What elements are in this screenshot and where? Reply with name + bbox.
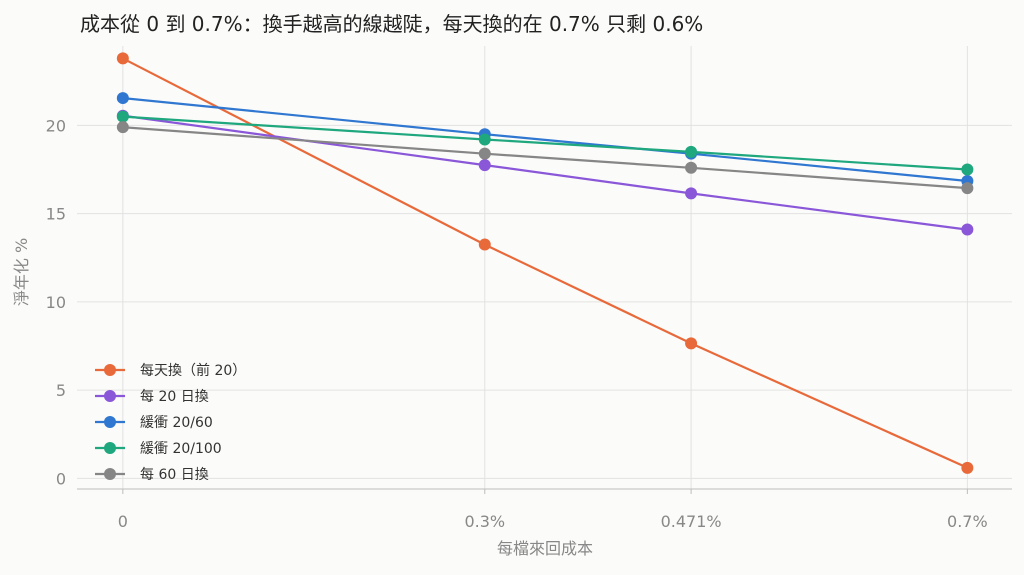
legend-item: 每 20 日換 bbox=[95, 389, 209, 405]
legend-marker bbox=[104, 390, 116, 402]
legend-label: 緩衝 20/60 bbox=[140, 415, 213, 431]
y-tick-label: 5 bbox=[56, 381, 66, 400]
series-line bbox=[122, 97, 968, 183]
legend-marker bbox=[104, 442, 116, 454]
series bbox=[116, 52, 974, 474]
series-0 bbox=[116, 52, 974, 474]
series-line bbox=[122, 114, 968, 231]
x-tick-label: 0.7% bbox=[947, 512, 988, 531]
data-point bbox=[116, 92, 129, 105]
x-axis-label: 每檔來回成本 bbox=[497, 539, 593, 558]
legend-label: 每天換（前 20） bbox=[140, 362, 246, 379]
x-tick-label: 0.3% bbox=[464, 512, 505, 531]
data-point bbox=[961, 461, 974, 474]
legend-item: 緩衝 20/60 bbox=[95, 415, 213, 431]
series-4 bbox=[116, 121, 974, 195]
legend-item: 每 60 日換 bbox=[95, 467, 209, 483]
data-point bbox=[116, 121, 129, 134]
y-ticks: 0 5 10 15 20 bbox=[46, 116, 66, 488]
series-1 bbox=[116, 109, 974, 236]
y-tick-label: 10 bbox=[46, 293, 66, 312]
x-tick-label: 0 bbox=[118, 512, 128, 531]
x-tick-label: 0.471% bbox=[661, 512, 722, 531]
series-line bbox=[122, 57, 968, 469]
legend-label: 每 60 日換 bbox=[140, 467, 209, 483]
data-point bbox=[685, 187, 698, 200]
y-tick-label: 0 bbox=[56, 469, 66, 488]
data-point bbox=[961, 163, 974, 176]
y-tick-label: 20 bbox=[46, 116, 66, 135]
y-tick-label: 15 bbox=[46, 205, 66, 224]
data-point bbox=[478, 159, 491, 172]
grid bbox=[77, 46, 1012, 489]
data-point bbox=[685, 145, 698, 158]
data-point bbox=[685, 337, 698, 350]
chart-title: 成本從 0 到 0.7%：換手越高的線越陡，每天換的在 0.7% 只剩 0.6% bbox=[80, 12, 703, 36]
legend-item: 每天換（前 20） bbox=[95, 362, 246, 379]
legend-marker bbox=[104, 416, 116, 428]
legend-marker bbox=[104, 364, 116, 376]
data-point bbox=[478, 133, 491, 146]
legend-item: 緩衝 20/100 bbox=[95, 441, 222, 457]
legend-label: 每 20 日換 bbox=[140, 389, 209, 405]
series-line bbox=[122, 126, 968, 190]
series-3 bbox=[116, 110, 974, 176]
legend-label: 緩衝 20/100 bbox=[140, 441, 222, 457]
legend-marker bbox=[104, 468, 116, 480]
y-axis-label: 淨年化 % bbox=[12, 238, 31, 306]
data-point bbox=[961, 223, 974, 236]
data-point bbox=[116, 110, 129, 123]
data-point bbox=[478, 147, 491, 160]
x-ticks: 0 0.3% 0.471% 0.7% bbox=[118, 489, 988, 531]
data-point bbox=[116, 52, 129, 65]
data-point bbox=[478, 238, 491, 251]
series-line bbox=[122, 115, 968, 171]
data-point bbox=[961, 182, 974, 195]
data-point bbox=[685, 161, 698, 174]
